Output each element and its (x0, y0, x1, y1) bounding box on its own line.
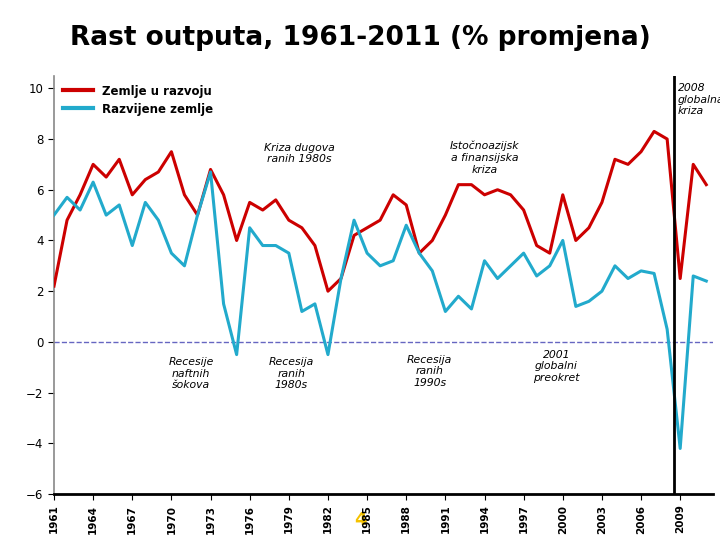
Text: 20. 10. 2009: 20. 10. 2009 (22, 513, 119, 526)
Text: Kriza dugova
ranih 1980s: Kriza dugova ranih 1980s (264, 143, 335, 164)
Text: 2001
globalni
preokret: 2001 globalni preokret (533, 349, 580, 383)
Text: Rast outputa, 1961-2011 (% promjena): Rast outputa, 1961-2011 (% promjena) (70, 25, 650, 51)
Legend: Zemlje u razvoju, Razvijene zemlje: Zemlje u razvoju, Razvijene zemlje (60, 82, 217, 119)
Text: Recesija
ranih
1990s: Recesija ranih 1990s (407, 355, 452, 388)
Text: © 2009 prof. dr. Besim Ćulahović: © 2009 prof. dr. Besim Ćulahović (467, 512, 698, 527)
Text: 2008
globalna
kriza: 2008 globalna kriza (678, 83, 720, 117)
Text: Recesije
naftnih
šokova: Recesije naftnih šokova (168, 357, 214, 390)
Text: 4: 4 (354, 511, 366, 529)
Text: Istočnoazijsk
a finansijska
kriza: Istočnoazijsk a finansijska kriza (450, 141, 519, 174)
Text: Recesija
ranih
1980s: Recesija ranih 1980s (269, 357, 314, 390)
